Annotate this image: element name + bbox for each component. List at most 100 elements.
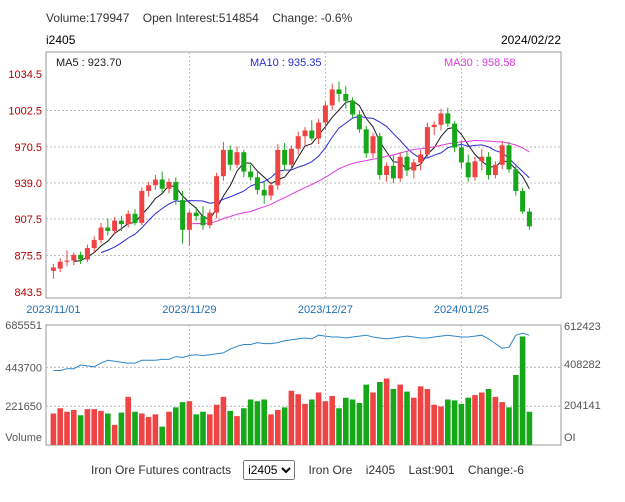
volume-bar <box>84 409 91 445</box>
candle-body <box>384 165 390 176</box>
summary-change: Change:-6 <box>467 463 524 477</box>
ma30-line <box>189 139 530 225</box>
volume-bar <box>275 409 281 445</box>
volume-bar <box>64 411 70 445</box>
volume-bar <box>363 384 369 445</box>
candle-body <box>486 156 492 176</box>
candle-body <box>105 227 111 231</box>
candle-body <box>50 267 56 271</box>
candle-body <box>526 211 532 227</box>
volume-right-tick-label: 204141 <box>564 400 601 412</box>
candle-body <box>309 130 315 139</box>
price-tick-label: 970.5 <box>14 142 42 154</box>
volume-bar <box>472 395 478 445</box>
volume-bar <box>159 426 165 445</box>
volume-bar <box>349 399 356 445</box>
date-tick-label: 2023/11/29 <box>162 304 216 316</box>
candle-body <box>452 123 458 148</box>
candle-body <box>268 185 274 196</box>
candle-body <box>322 105 328 123</box>
candle-body <box>513 169 519 191</box>
ma10-line <box>100 115 530 253</box>
candle-body <box>316 122 322 139</box>
volume-bar <box>329 395 335 445</box>
volume-bar <box>125 396 131 445</box>
candle-body <box>377 136 383 176</box>
candle-body <box>431 124 437 128</box>
price-tick-label: 907.5 <box>14 214 42 226</box>
volume-bar <box>343 397 349 445</box>
volume-bar <box>479 392 485 445</box>
candle-body <box>472 161 478 178</box>
volume-bar <box>105 413 111 445</box>
chart-date: 2024/02/22 <box>500 33 561 47</box>
volume-bar <box>207 414 213 445</box>
volume-bar <box>193 414 199 445</box>
candle-body <box>207 212 213 226</box>
volume-text: Volume:179947 <box>46 11 130 25</box>
volume-bar <box>492 396 499 445</box>
volume-bar <box>506 407 512 445</box>
contract-selector-bar: Iron Ore Futures contracts i2405 Iron Ore… <box>0 460 625 480</box>
volume-bar <box>336 408 342 445</box>
volume-left-tick-label: 685551 <box>5 320 42 332</box>
candle-body <box>492 164 498 176</box>
candle-body <box>214 176 220 213</box>
candle-body <box>282 149 288 165</box>
volume-bar <box>519 336 526 445</box>
volume-bar <box>411 397 417 445</box>
candle-body <box>363 129 369 154</box>
price-tick-label: 939.0 <box>14 178 42 190</box>
candlesticks <box>50 81 532 279</box>
volume-bar <box>431 404 437 445</box>
volume-bar <box>57 408 63 445</box>
date-tick-label: 2023/11/01 <box>26 304 80 316</box>
candle-body <box>200 216 206 226</box>
volume-right-tick-label: 408282 <box>564 359 601 371</box>
volume-bar <box>465 397 471 445</box>
candle-body <box>173 181 179 201</box>
candle-body <box>418 154 424 163</box>
volume-bar <box>91 409 97 445</box>
volume-bar <box>404 391 410 445</box>
candle-body <box>118 220 124 225</box>
volume-bar <box>118 412 125 445</box>
volume-bar <box>247 399 254 445</box>
candle-body <box>186 212 192 230</box>
candle-body <box>329 89 335 106</box>
candle-body <box>288 148 294 165</box>
volume-bar <box>445 399 451 445</box>
volume-bar <box>302 403 308 445</box>
candle-body <box>479 156 485 162</box>
candle-body <box>241 152 247 172</box>
candle-body <box>424 127 430 155</box>
volume-bar <box>315 392 322 445</box>
candle-body <box>356 114 362 130</box>
contract-select[interactable]: i2405 <box>243 460 296 480</box>
volume-bar <box>377 381 383 445</box>
volume-bar <box>50 413 57 445</box>
volume-bar <box>139 413 145 445</box>
candle-body <box>152 179 158 186</box>
candle-body <box>295 136 301 149</box>
contract-code: i2405 <box>46 33 76 47</box>
candle-body <box>370 136 376 154</box>
market-summary-bar: Volume:179947 Open Interest:514854 Chang… <box>46 11 362 25</box>
volume-bar <box>254 401 261 445</box>
candle-body <box>275 149 281 186</box>
change-text: Change: -0.6% <box>272 11 353 25</box>
summary-contract: i2405 <box>365 463 396 477</box>
candle-body <box>506 145 512 170</box>
candle-body <box>166 181 172 189</box>
volume-bar <box>111 424 118 445</box>
candle-body <box>458 147 464 163</box>
volume-bar <box>98 410 104 445</box>
volume-bar <box>179 402 186 445</box>
volume-left-tick-label: 443700 <box>5 362 42 374</box>
volume-bar <box>356 402 363 445</box>
candle-body <box>98 227 104 241</box>
volume-bar <box>268 414 274 445</box>
volume-left-tick-label: Volume <box>5 432 42 444</box>
volume-right-tick-label: OI <box>564 432 576 444</box>
candle-body <box>261 189 267 196</box>
